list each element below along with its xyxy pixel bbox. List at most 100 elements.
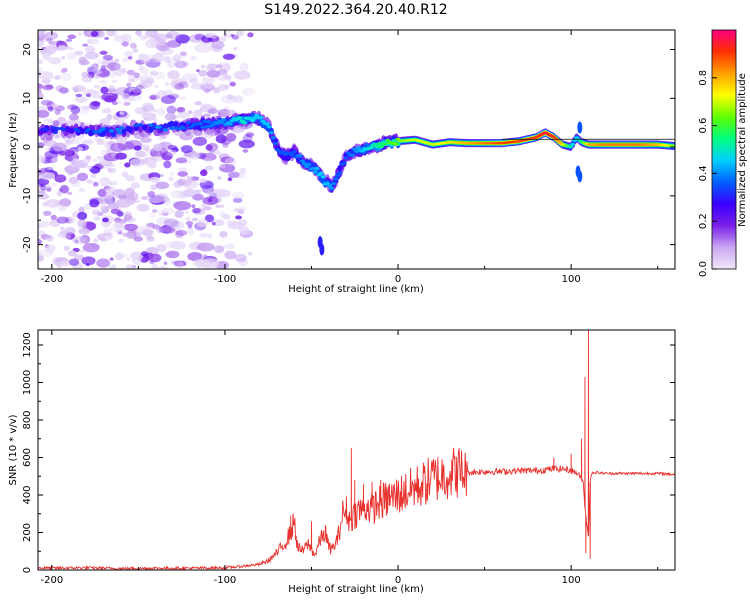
noise-blob xyxy=(234,253,247,262)
noise-blob xyxy=(120,111,130,120)
noise-blob xyxy=(125,175,136,182)
noise-blob xyxy=(185,216,191,222)
noise-blob xyxy=(219,204,225,208)
noise-blob xyxy=(194,43,213,53)
noise-blob xyxy=(38,92,44,100)
noise-blob xyxy=(216,176,222,180)
noise-blob xyxy=(174,60,188,69)
noise-blob xyxy=(208,188,220,198)
ridge-mark xyxy=(50,126,56,130)
noise-blob xyxy=(38,147,39,150)
ridge-mark xyxy=(349,153,355,157)
noise-blob xyxy=(224,250,237,260)
noise-blob xyxy=(52,142,67,152)
ridge-mark xyxy=(104,126,110,133)
noise-blob xyxy=(199,178,207,184)
noise-blob xyxy=(206,232,213,237)
ridge-mark xyxy=(204,125,210,129)
noise-blob xyxy=(38,255,45,262)
ridge-mark xyxy=(320,175,326,179)
ridge-mark xyxy=(100,127,106,131)
noise-blob xyxy=(226,219,237,227)
noise-blob xyxy=(70,105,81,115)
noise-blob xyxy=(200,261,211,267)
noise-blob xyxy=(213,245,225,254)
noise-blob xyxy=(113,35,128,43)
x-tick-label: 100 xyxy=(562,274,581,285)
ridge-mark xyxy=(117,130,123,135)
noise-blob xyxy=(105,187,114,194)
noise-blob xyxy=(59,185,70,194)
noise-blob xyxy=(67,46,74,51)
noise-blob xyxy=(128,94,143,102)
noise-blob xyxy=(38,83,44,89)
ridge-mark xyxy=(299,159,306,163)
ridge-mark xyxy=(52,130,58,135)
noise-blob xyxy=(100,86,109,94)
noise-blob xyxy=(213,150,222,155)
noise-blob xyxy=(56,191,62,197)
y-tick-label: 20 xyxy=(22,43,33,56)
ridge-mark xyxy=(268,131,274,135)
noise-blob xyxy=(243,126,247,130)
noise-blob xyxy=(173,261,185,269)
noise-blob xyxy=(94,75,99,79)
noise-blob xyxy=(123,50,133,58)
noise-blob xyxy=(134,150,146,158)
noise-blob xyxy=(73,157,78,161)
noise-blob xyxy=(206,69,220,78)
y-tick-label: 1000 xyxy=(22,370,33,395)
noise-blob xyxy=(38,38,45,43)
spectrogram-plot-area xyxy=(38,30,675,269)
noise-blob xyxy=(180,145,193,154)
noise-blob xyxy=(118,162,122,166)
noise-blob xyxy=(93,216,101,221)
ridge-mark xyxy=(272,141,279,146)
noise-blob xyxy=(99,204,106,210)
ridge-mark xyxy=(61,127,67,132)
noise-blob xyxy=(114,220,124,229)
noise-blob xyxy=(154,84,159,89)
noise-blob xyxy=(146,30,154,35)
noise-blob xyxy=(45,37,53,42)
colorbar-ticks: 0.0 0.2 0.4 0.6 0.8 xyxy=(698,70,717,277)
noise-blob xyxy=(188,110,193,114)
noise-blob xyxy=(62,148,73,157)
noise-blob xyxy=(38,159,39,161)
noise-blob xyxy=(86,39,93,44)
noise-blob xyxy=(141,195,149,201)
ridge-mark xyxy=(137,123,144,127)
noise-blob xyxy=(141,229,154,237)
noise-blob xyxy=(175,34,190,44)
noise-blob xyxy=(185,221,194,226)
ridge-mark xyxy=(355,146,362,150)
noise-blob xyxy=(173,201,192,211)
noise-blob xyxy=(59,73,72,81)
noise-blob xyxy=(202,205,212,211)
noise-blob xyxy=(163,261,168,265)
noise-blob xyxy=(225,132,237,142)
noise-blob xyxy=(82,139,94,145)
ridge-mark xyxy=(314,166,320,171)
y-tick-label: 10 xyxy=(22,92,33,105)
ridge-mark xyxy=(110,131,117,138)
noise-blob xyxy=(100,214,107,218)
ridge-mark xyxy=(341,161,347,165)
y-tick-label: 0 xyxy=(22,567,33,573)
y-tick-label: 600 xyxy=(22,448,33,467)
noise-blob xyxy=(110,153,116,157)
noise-blob xyxy=(38,62,39,65)
noise-blob xyxy=(64,216,75,224)
noise-blob xyxy=(175,209,185,219)
noise-blob xyxy=(146,194,165,204)
noise-blob xyxy=(114,68,124,77)
noise-blob xyxy=(151,208,158,213)
noise-blob xyxy=(121,232,131,237)
noise-blob xyxy=(197,81,214,90)
noise-blob xyxy=(101,58,117,68)
noise-blob xyxy=(81,105,89,111)
noise-blob xyxy=(175,230,184,239)
noise-blob xyxy=(81,75,93,83)
noise-blob xyxy=(92,158,98,162)
noise-blob xyxy=(98,196,114,205)
